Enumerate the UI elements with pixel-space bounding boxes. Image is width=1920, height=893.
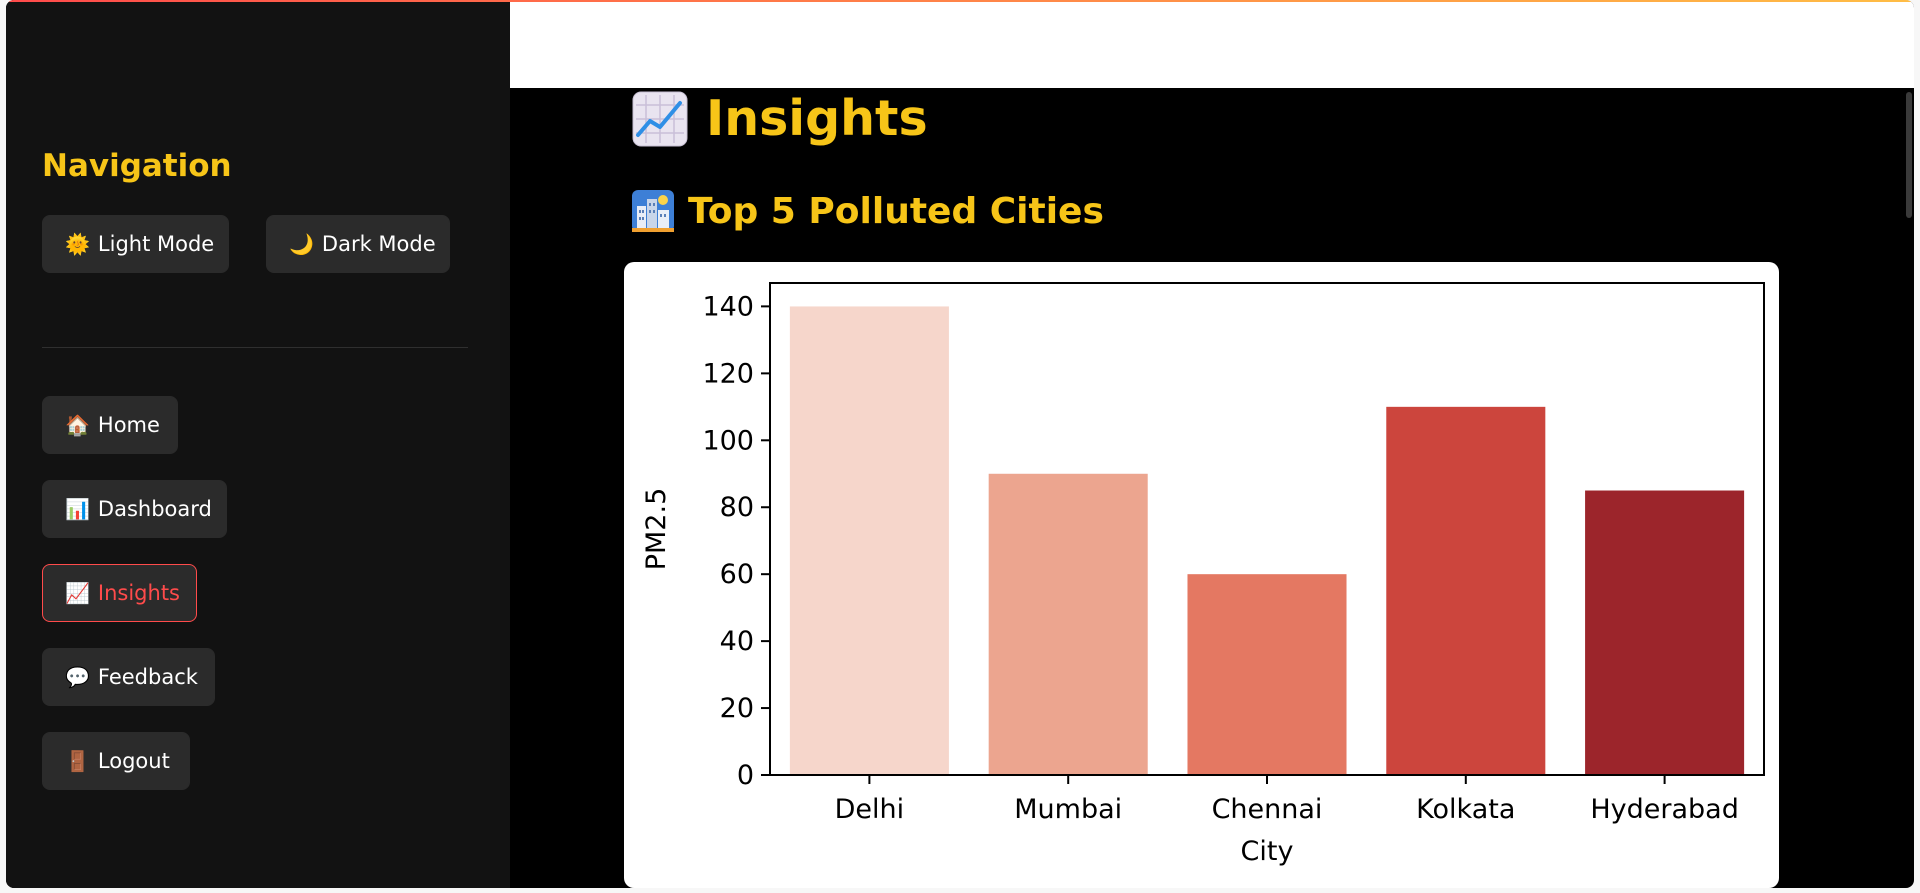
- y-tick-label: 100: [702, 425, 754, 456]
- crescent-moon-icon: 🌙: [289, 232, 314, 256]
- y-tick-label: 20: [720, 693, 754, 724]
- y-tick-label: 0: [737, 760, 754, 791]
- bar-hyderabad: [1585, 490, 1745, 775]
- sun-face-icon: 🌞: [65, 232, 90, 256]
- nav-logout-label: Logout: [97, 749, 170, 773]
- bar-delhi: [789, 306, 949, 775]
- y-tick-label: 120: [702, 358, 754, 389]
- sidebar-divider: [42, 347, 468, 348]
- y-tick-label: 60: [720, 559, 754, 590]
- section-title-text: Top 5 Polluted Cities: [688, 190, 1104, 232]
- house-icon: 🏠: [65, 413, 90, 437]
- x-tick-label: Mumbai: [1014, 794, 1122, 825]
- y-tick-label: 40: [720, 626, 754, 657]
- cityscape-icon: [632, 190, 674, 232]
- x-tick-label: Hyderabad: [1590, 794, 1739, 825]
- sidebar: Navigation 🌞 Light Mode 🌙 Dark Mode 🏠 Ho…: [6, 0, 510, 888]
- nav-feedback-label: Feedback: [97, 665, 198, 689]
- nav-insights-button[interactable]: 📈 Insights: [42, 564, 197, 622]
- chart-frame: [769, 282, 1765, 776]
- light-mode-label: Light Mode: [97, 232, 215, 256]
- chart-x-ticks: Delhi Mumbai Chennai Kolkata Hyderabad: [835, 775, 1739, 825]
- door-icon: 🚪: [65, 749, 90, 773]
- x-tick-label: Delhi: [835, 794, 905, 825]
- x-tick-label: Kolkata: [1416, 794, 1515, 825]
- nav-insights-label: Insights: [97, 581, 180, 605]
- nav-home-button[interactable]: 🏠 Home: [42, 396, 178, 454]
- nav-dashboard-button[interactable]: 📊 Dashboard: [42, 480, 227, 538]
- sidebar-title: Navigation: [42, 148, 232, 184]
- pm25-bar-chart: 0 20 40 60 80 100 120 140 Delhi Mumbai Chennai Kol…: [641, 282, 1765, 867]
- dark-mode-button[interactable]: 🌙 Dark Mode: [266, 215, 450, 273]
- dark-mode-label: Dark Mode: [321, 232, 436, 256]
- nav-dashboard-label: Dashboard: [97, 497, 212, 521]
- page-title-text: Insights: [706, 90, 928, 147]
- speech-bubble-icon: 💬: [65, 665, 90, 689]
- x-tick-label: Chennai: [1212, 794, 1323, 825]
- y-tick-label: 80: [720, 492, 754, 523]
- top-accent-bar: [6, 0, 1914, 2]
- bar-chart-icon: 📊: [65, 497, 90, 521]
- section-title: Top 5 Polluted Cities: [632, 190, 1104, 232]
- chart-y-ticks: 0 20 40 60 80 100 120 140: [702, 291, 770, 791]
- bar-mumbai: [988, 473, 1148, 775]
- chart-increasing-icon: 📈: [65, 581, 90, 605]
- nav-logout-button[interactable]: 🚪 Logout: [42, 732, 190, 790]
- main-scrollbar[interactable]: [1906, 92, 1912, 218]
- light-mode-button[interactable]: 🌞 Light Mode: [42, 215, 229, 273]
- nav-feedback-button[interactable]: 💬 Feedback: [42, 648, 215, 706]
- bar-chennai: [1187, 574, 1347, 775]
- main-header: [510, 0, 1914, 88]
- nav-home-label: Home: [97, 413, 160, 437]
- chart-increasing-icon: [632, 91, 688, 146]
- page-title: Insights: [632, 90, 928, 147]
- bar-kolkata: [1386, 406, 1546, 775]
- y-tick-label: 140: [702, 291, 754, 322]
- pm25-bar-chart-card: 0 20 40 60 80 100 120 140 Delhi Mumbai Chennai Kol…: [624, 262, 1779, 888]
- chart-bars: [789, 306, 1745, 775]
- chart-x-axis-label: City: [1241, 836, 1294, 867]
- chart-y-axis-label: PM2.5: [641, 488, 672, 571]
